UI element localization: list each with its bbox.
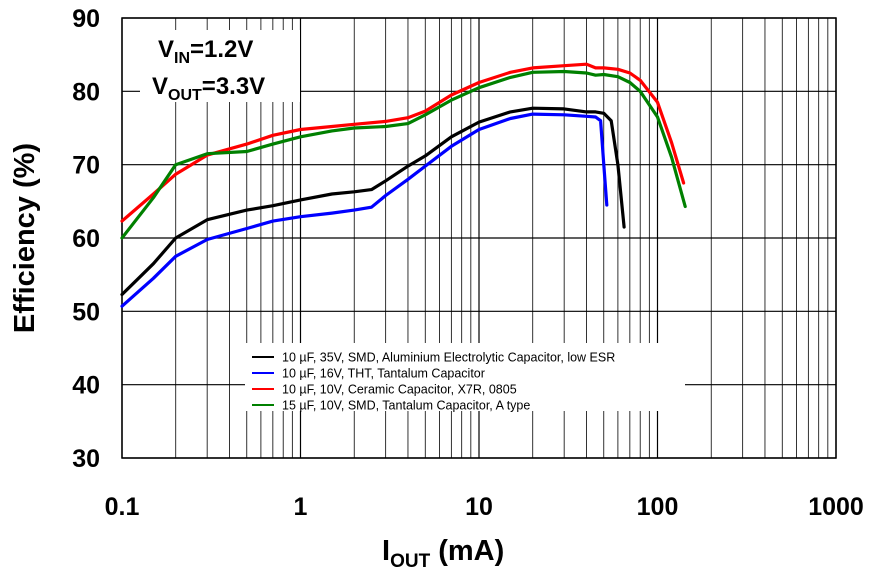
legend-label: 10 µF, 35V, SMD, Aluminium Electrolytic … (282, 351, 615, 365)
series-lines (120, 62, 687, 308)
y-tick-label: 80 (72, 78, 100, 106)
x-tick-label: 0.1 (105, 493, 140, 521)
x-tick-label: 1000 (808, 493, 864, 521)
annotation-box: VIN=1.2V VOUT=3.3V (140, 30, 300, 104)
x-axis-label: IOUT (mA) (382, 535, 504, 571)
legend-label: 15 µF, 10V, SMD, Tantalum Capacitor, A t… (282, 399, 530, 413)
y-tick-label: 50 (72, 298, 100, 326)
x-tick-label: 1 (294, 493, 308, 521)
series-line-2 (120, 112, 609, 308)
y-tick-label: 90 (72, 5, 100, 33)
series-line-1 (120, 106, 626, 297)
y-tick-label: 40 (72, 372, 100, 400)
y-tick-label: 70 (72, 152, 100, 180)
y-tick-labels: 30 40 50 60 70 80 90 (72, 5, 100, 473)
legend-label: 10 µF, 10V, Ceramic Capacitor, X7R, 0805 (282, 383, 517, 397)
series-line-4 (120, 69, 687, 240)
legend-label: 10 µF, 16V, THT, Tantalum Capacitor (282, 367, 485, 381)
series-line-3 (120, 62, 686, 223)
annotation-vout: VOUT=3.3V (152, 73, 265, 104)
legend-background (245, 343, 685, 411)
y-tick-label: 60 (72, 225, 100, 253)
x-tick-label: 10 (465, 493, 493, 521)
legend: 10 µF, 35V, SMD, Aluminium Electrolytic … (245, 343, 685, 413)
x-tick-label: 100 (637, 493, 679, 521)
annotation-vin: VIN=1.2V (158, 36, 253, 67)
y-axis-label: Efficiency (%) (9, 143, 41, 333)
annotation-background (140, 30, 300, 102)
y-tick-label: 30 (72, 445, 100, 473)
x-tick-labels: 0.1 1 10 100 1000 (105, 493, 864, 521)
